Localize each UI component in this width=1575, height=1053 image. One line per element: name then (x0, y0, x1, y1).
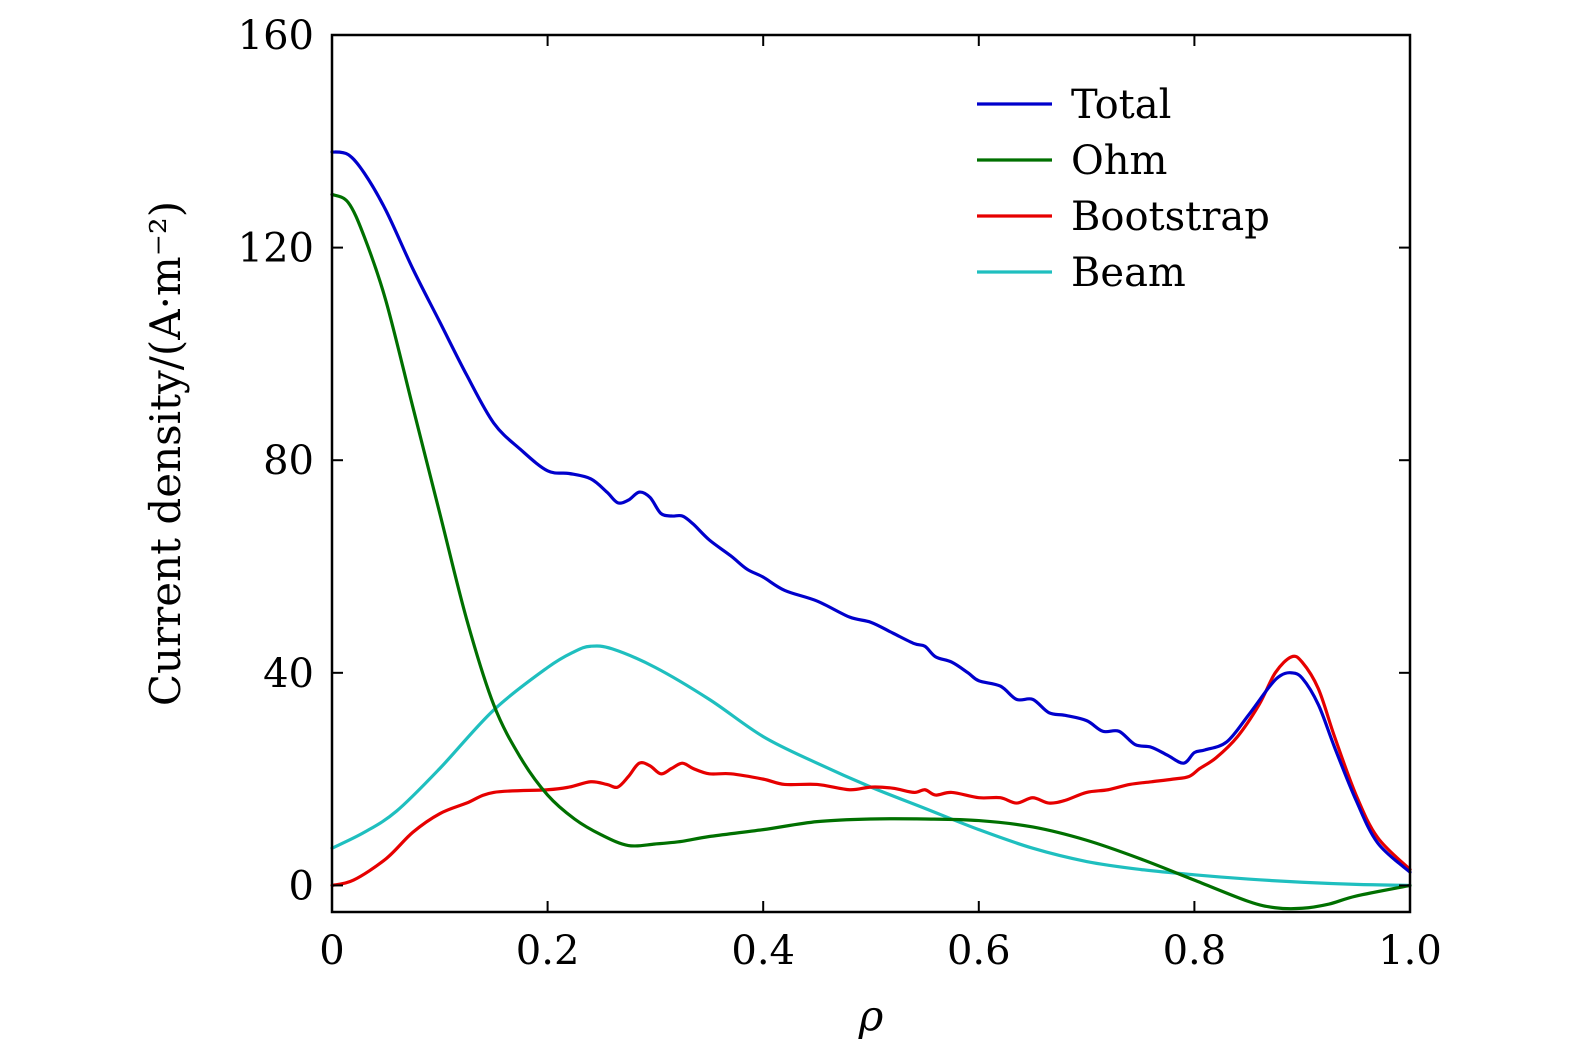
legend-label-bootstrap: Bootstrap (1071, 194, 1270, 240)
y-tick-label: 80 (263, 438, 314, 484)
x-tick-label: 1.0 (1378, 928, 1442, 974)
y-tick-label: 40 (263, 651, 314, 697)
series-line-beam (330, 644, 1412, 888)
legend: Total Ohm Bootstrap Beam (977, 82, 1270, 296)
plot-frame (330, 33, 1412, 914)
x-tick-label: 0 (319, 928, 344, 974)
x-tick-label: 0.6 (947, 928, 1011, 974)
series-line-total (330, 150, 1412, 874)
x-tick-label: 0.8 (1163, 928, 1227, 974)
legend-label-beam: Beam (1071, 250, 1186, 296)
y-tick-label: 120 (238, 226, 314, 272)
y-tick-label: 0 (289, 863, 314, 909)
y-axis-label: Current density/(A·m⁻²) (141, 201, 190, 706)
y-tick-label: 160 (238, 13, 314, 59)
x-tick-label: 0.2 (516, 928, 580, 974)
series-line-bootstrap (330, 654, 1412, 888)
legend-label-total: Total (1071, 82, 1171, 128)
series-line-ohm (330, 192, 1412, 911)
x-axis-label: ρ (858, 991, 884, 1040)
series-layer (330, 150, 1412, 911)
legend-label-ohm: Ohm (1071, 138, 1167, 184)
axis-ticks: 0 0.2 0.4 0.6 0.8 1.0 0 40 80 120 160 (238, 13, 1442, 974)
x-tick-label: 0.4 (731, 928, 795, 974)
